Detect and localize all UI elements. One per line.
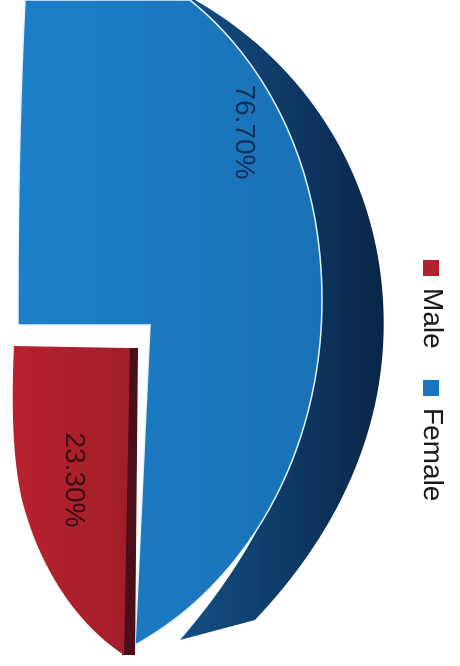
data-label-male: 23.30% (60, 433, 91, 528)
pie-slice-female (17, 0, 323, 647)
legend-swatch-female (423, 380, 439, 396)
legend-swatch-male (423, 260, 439, 276)
pie-slice-female-depth (180, 0, 384, 640)
legend: Male Female (418, 260, 449, 501)
pie-slice-male-depth (122, 348, 138, 655)
legend-label-male: Male (418, 288, 449, 349)
data-label-female: 76.70% (230, 85, 261, 180)
pie-slice-male (12, 346, 130, 655)
legend-label-female: Female (418, 408, 449, 501)
